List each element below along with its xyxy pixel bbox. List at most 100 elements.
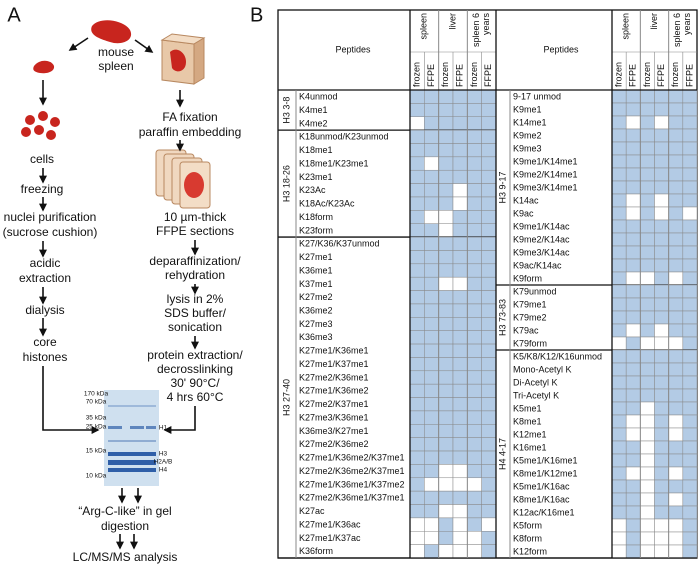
detection-cell (438, 383, 454, 398)
detection-cell (409, 450, 425, 465)
detection-cell (611, 115, 627, 130)
detection-cell (654, 505, 669, 520)
peptide-name: K27me1/K36me2 (299, 386, 369, 396)
detection-cell (682, 128, 698, 143)
arrow (163, 406, 196, 434)
detection-cell (424, 276, 439, 291)
peptide-name: K12form (513, 546, 547, 556)
detection-cell (668, 141, 684, 156)
detection-cell (640, 245, 655, 260)
step-text: paraffin embedding (139, 125, 242, 139)
detection-cell (682, 206, 698, 221)
detection-cell (640, 128, 655, 143)
detection-cell (409, 183, 425, 198)
peptide-name: K9ac (513, 208, 534, 218)
detection-cell (467, 210, 482, 224)
detection-cell (481, 129, 497, 144)
detection-cell (409, 129, 425, 144)
detection-cell (668, 518, 684, 533)
detection-cell (625, 245, 641, 260)
detection-cell (409, 383, 425, 398)
detection-cell (654, 492, 669, 507)
detection-cell (682, 440, 698, 455)
detection-cell (481, 89, 497, 104)
step-text: extraction (19, 271, 71, 285)
detection-cell (409, 437, 425, 452)
detection-cell (611, 492, 627, 507)
detection-cell (611, 505, 627, 520)
detection-cell (452, 317, 468, 331)
detection-cell (640, 258, 655, 273)
detection-cell (467, 317, 482, 331)
detection-cell (424, 250, 439, 265)
detection-cell (682, 167, 698, 182)
detection-cell (611, 258, 627, 273)
detection-cell (467, 464, 482, 479)
detection-cell (438, 169, 454, 184)
peptide-name: K5form (513, 520, 542, 530)
detection-cell (668, 427, 684, 442)
detection-cell (452, 223, 468, 238)
detection-cell (452, 276, 468, 291)
detection-cell (409, 397, 425, 412)
detection-cell (424, 397, 439, 412)
detection-cell (654, 206, 669, 221)
detection-cell (625, 180, 641, 195)
step-text: (sucrose cushion) (3, 225, 98, 239)
detection-cell (611, 401, 627, 416)
detection-cell (625, 349, 641, 364)
detection-cell (467, 183, 482, 198)
detection-cell (481, 143, 497, 158)
detection-cell (452, 343, 468, 358)
detection-cell (611, 427, 627, 442)
step-text: cells (30, 152, 54, 166)
detection-cell (611, 323, 627, 338)
detection-cell (424, 437, 439, 452)
detection-cell (424, 517, 439, 532)
detection-cell (625, 284, 641, 299)
detection-cell (682, 544, 698, 559)
detection-cell (452, 437, 468, 452)
detection-cell (481, 437, 497, 452)
detection-cell (682, 492, 698, 507)
detection-cell (654, 544, 669, 559)
detection-cell (682, 362, 698, 377)
detection-cell (438, 517, 454, 532)
detection-cell (654, 310, 669, 325)
group-label: H3 27-40 (281, 379, 291, 416)
condition-header: frozen (469, 62, 479, 87)
detection-cell (654, 284, 669, 299)
step-text: FFPE sections (156, 224, 234, 238)
detection-cell (682, 180, 698, 195)
gel: 170 kDa 70 kDa 35 kDa 25 kDa 15 kDa 10 k… (84, 390, 172, 486)
detection-cell (682, 336, 698, 351)
detection-cell (452, 183, 468, 198)
condition-header: frozen (412, 62, 422, 87)
detection-cell (668, 414, 684, 429)
detection-cell (682, 141, 698, 156)
detection-cell (481, 236, 497, 251)
detection-cell (611, 388, 627, 403)
peptide-name: K9me3 (513, 143, 542, 153)
detection-cell (668, 193, 684, 208)
detection-cell (438, 223, 454, 238)
detection-cell (409, 330, 425, 345)
detection-cell (625, 193, 641, 208)
marker-label: 35 kDa (86, 415, 107, 422)
peptide-name: K27me2 (299, 292, 333, 302)
detection-cell (625, 323, 641, 338)
detection-cell (409, 343, 425, 358)
detection-cell (625, 206, 641, 221)
peptide-name: K36me2 (299, 306, 333, 316)
detection-cell (668, 349, 684, 364)
detection-cell (611, 232, 627, 247)
peptide-name: K27me3 (299, 319, 333, 329)
detection-cell (625, 219, 641, 234)
detection-cell (424, 504, 439, 519)
detection-cell (654, 245, 669, 260)
detection-cell (625, 258, 641, 273)
detection-cell (409, 196, 425, 211)
detection-cell (654, 89, 669, 104)
detection-cell (424, 210, 439, 224)
peptide-name: K14ac (513, 195, 539, 205)
